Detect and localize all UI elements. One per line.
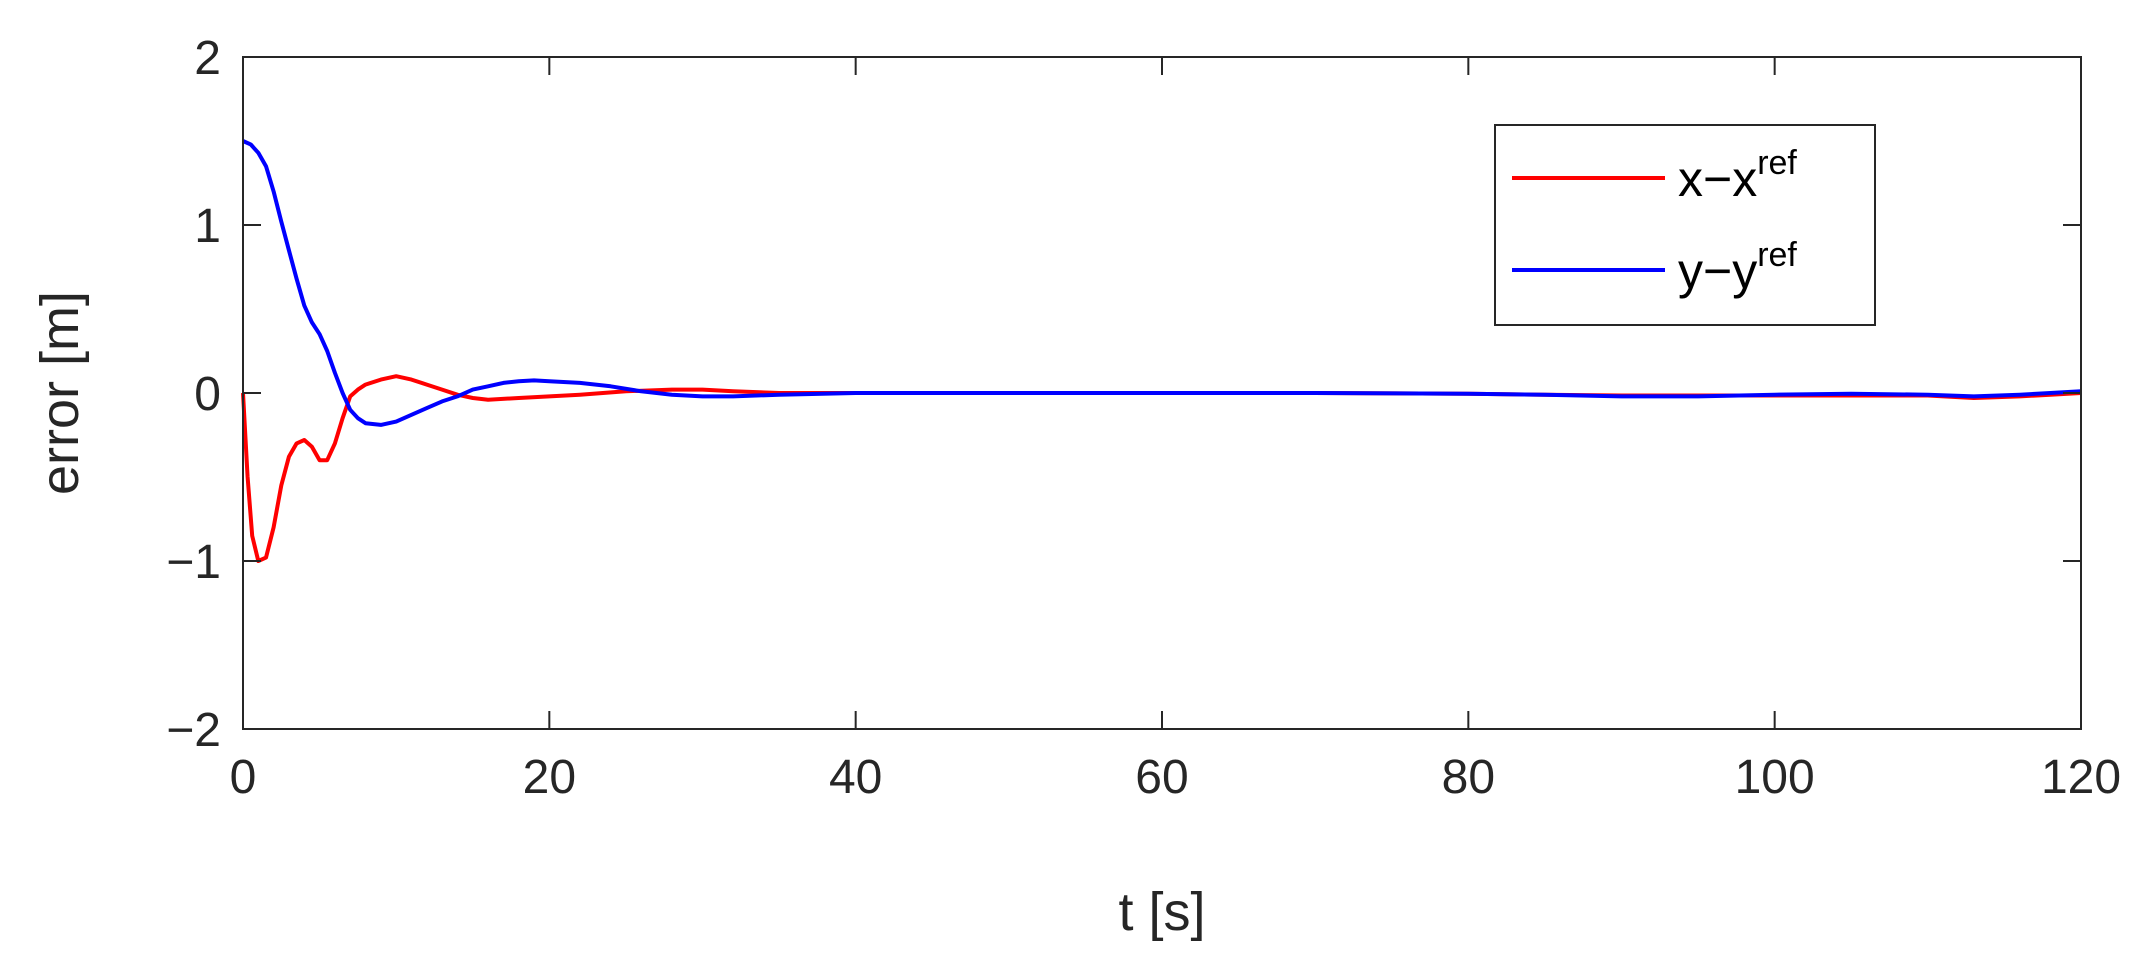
legend-label-x-error-main: x−x [1678, 151, 1757, 207]
y-axis-title: error [m] [30, 291, 90, 495]
tick-labels-layer: 0 20 40 60 80 100 120 2 1 0 −1 −2 [166, 32, 2121, 804]
y-tick-label-2: 0 [194, 368, 221, 421]
series-line-1 [242, 139, 2082, 427]
legend-box [1494, 124, 1876, 326]
legend-label-x-error-sup: ref [1757, 144, 1797, 182]
ticks-layer [242, 56, 2082, 730]
legend-label-y-error: y−yref [1678, 236, 1797, 299]
legend-label-y-error-main: y−y [1678, 243, 1757, 299]
x-tick-label-100: 100 [1735, 751, 1815, 804]
y-tick-label-4: −2 [166, 704, 221, 757]
x-tick-label-80: 80 [1442, 751, 1495, 804]
y-tick-label-1: 1 [194, 200, 221, 253]
x-tick-label-40: 40 [829, 751, 882, 804]
x-axis-title: t [s] [1118, 882, 1205, 942]
series-layer [241, 139, 2082, 563]
x-tick-label-20: 20 [523, 751, 576, 804]
x-tick-label-60: 60 [1135, 751, 1188, 804]
legend: x−xref y−yref [1494, 124, 1876, 326]
legend-label-x-error: x−xref [1678, 144, 1797, 207]
legend-label-y-error-sup: ref [1757, 236, 1797, 274]
y-tick-label-0: 2 [194, 32, 221, 85]
x-tick-label-0: 0 [230, 751, 257, 804]
y-tick-label-3: −1 [166, 536, 221, 589]
x-tick-label-120: 120 [2041, 751, 2121, 804]
